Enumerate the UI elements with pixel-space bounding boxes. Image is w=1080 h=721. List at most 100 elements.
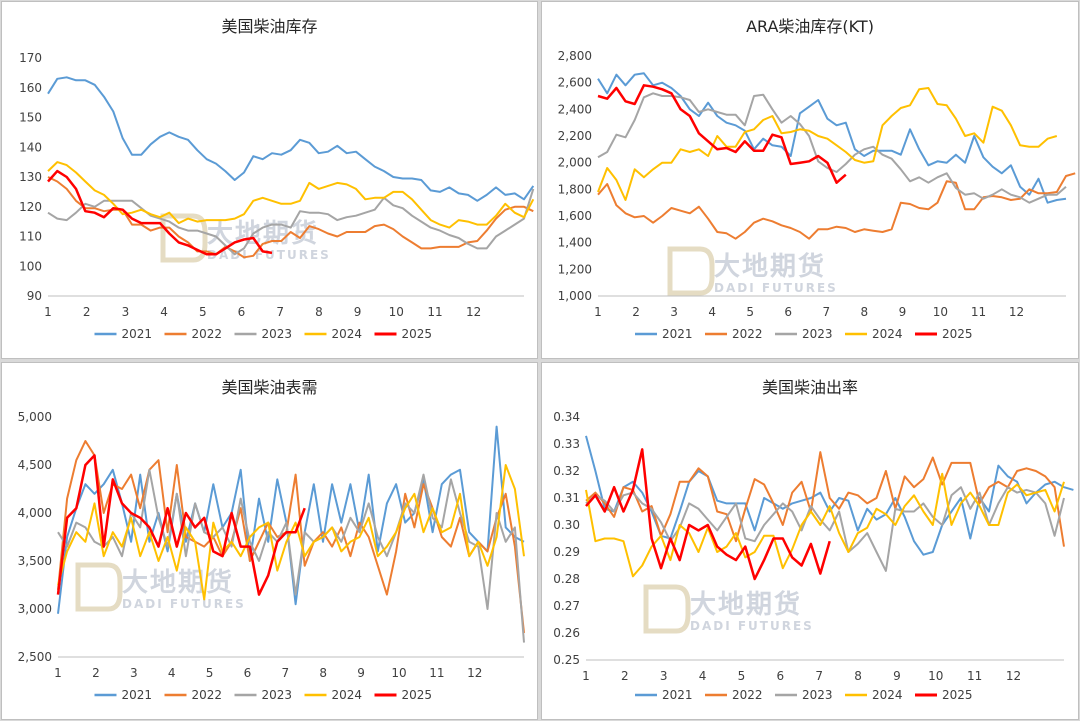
x-tick-label: 11 bbox=[429, 666, 444, 680]
y-tick-label: 0.25 bbox=[553, 653, 580, 667]
x-tick-label: 12 bbox=[466, 305, 481, 319]
x-tick-label: 4 bbox=[699, 669, 707, 683]
x-tick-label: 8 bbox=[319, 666, 327, 680]
series-line-2024 bbox=[585, 472, 1065, 578]
series-line-2025 bbox=[47, 169, 273, 256]
y-tick-label: 2,200 bbox=[558, 129, 592, 143]
watermark-logo-icon bbox=[643, 584, 691, 634]
y-tick-label: 0.29 bbox=[553, 545, 580, 559]
series-line-2021 bbox=[585, 435, 1074, 556]
x-tick-label: 1 bbox=[44, 305, 52, 319]
watermark-cn: 大地期货 bbox=[122, 567, 234, 598]
x-tick-label: 10 bbox=[389, 305, 404, 319]
series-line-2022 bbox=[597, 172, 1076, 240]
legend-label: 2023 bbox=[262, 688, 293, 702]
series-line-2021 bbox=[597, 72, 1067, 204]
watermark-logo-icon bbox=[75, 562, 123, 612]
y-tick-label: 4,500 bbox=[18, 458, 52, 472]
y-tick-label: 130 bbox=[19, 170, 42, 184]
y-tick-label: 3,000 bbox=[18, 602, 52, 616]
x-tick-label: 9 bbox=[354, 305, 362, 319]
x-tick-label: 11 bbox=[971, 305, 986, 319]
y-tick-label: 0.31 bbox=[553, 491, 580, 505]
y-tick-label: 2,000 bbox=[558, 156, 592, 170]
series-line-2022 bbox=[585, 451, 1065, 547]
series-line-2025 bbox=[56, 454, 306, 596]
y-tick-label: 0.26 bbox=[553, 626, 580, 640]
x-tick-label: 5 bbox=[738, 669, 746, 683]
x-tick-label: 7 bbox=[281, 666, 289, 680]
x-tick-label: 4 bbox=[168, 666, 176, 680]
legend-label: 2021 bbox=[122, 327, 153, 341]
watermark-en: DADI FUTURES bbox=[690, 619, 814, 633]
legend-label: 2022 bbox=[732, 688, 763, 702]
x-tick-label: 8 bbox=[315, 305, 323, 319]
x-tick-label: 5 bbox=[206, 666, 214, 680]
x-tick-label: 10 bbox=[928, 669, 943, 683]
x-tick-label: 4 bbox=[708, 305, 716, 319]
chart-panel-us-diesel-inventory: 美国柴油库存 大地期货 DADI FUTURES 90 100 110 120 130 140 1… bbox=[1, 1, 538, 359]
y-tick-label: 160 bbox=[19, 81, 42, 95]
watermark-cn: 大地期货 bbox=[690, 589, 802, 620]
y-tick-label: 1,400 bbox=[558, 236, 592, 250]
legend-label: 2024 bbox=[332, 688, 363, 702]
legend-label: 2022 bbox=[192, 327, 223, 341]
watermark-en: DADI FUTURES bbox=[207, 248, 331, 262]
x-tick-label: 5 bbox=[746, 305, 754, 319]
chart-panel-us-diesel-yield: 美国柴油出率 大地期货 DADI FUTURES 0.25 0.26 0.27 0.28 0.… bbox=[541, 362, 1079, 720]
x-tick-label: 1 bbox=[582, 669, 590, 683]
chart-title: ARA柴油库存(KT) bbox=[746, 17, 874, 36]
watermark-en: DADI FUTURES bbox=[122, 597, 246, 611]
x-tick-label: 2 bbox=[92, 666, 100, 680]
y-tick-label: 1,600 bbox=[558, 209, 592, 223]
y-tick-label: 100 bbox=[19, 259, 42, 273]
series-line-2025 bbox=[585, 448, 831, 581]
legend-label: 2024 bbox=[872, 688, 903, 702]
legend-label: 2022 bbox=[192, 688, 223, 702]
x-tick-label: 7 bbox=[815, 669, 823, 683]
x-tick-label: 2 bbox=[83, 305, 91, 319]
x-tick-label: 3 bbox=[670, 305, 678, 319]
series-line-2024 bbox=[47, 161, 535, 229]
x-tick-label: 9 bbox=[357, 666, 365, 680]
legend-label: 2023 bbox=[802, 688, 833, 702]
y-tick-label: 2,600 bbox=[558, 76, 592, 90]
x-tick-label: 1 bbox=[54, 666, 62, 680]
y-tick-label: 90 bbox=[27, 289, 42, 303]
series-line-2023 bbox=[57, 468, 525, 643]
x-tick-label: 6 bbox=[776, 669, 784, 683]
chart-title: 美国柴油库存 bbox=[221, 17, 317, 36]
watermark-logo-icon bbox=[667, 246, 715, 296]
x-tick-label: 5 bbox=[199, 305, 207, 319]
x-tick-label: 8 bbox=[854, 669, 862, 683]
legend-label: 2025 bbox=[942, 688, 973, 702]
legend-label: 2024 bbox=[872, 327, 903, 341]
chart-panel-ara-diesel-inventory: ARA柴油库存(KT) 大地期货 DADI FUTURES 1,000 1,200 1,4… bbox=[541, 1, 1079, 359]
y-tick-label: 0.28 bbox=[553, 572, 580, 586]
x-tick-label: 2 bbox=[621, 669, 629, 683]
y-tick-label: 0.27 bbox=[553, 599, 580, 613]
legend-label: 2024 bbox=[332, 327, 363, 341]
x-tick-label: 3 bbox=[122, 305, 130, 319]
x-tick-label: 11 bbox=[967, 669, 982, 683]
x-tick-label: 4 bbox=[160, 305, 168, 319]
legend-label: 2025 bbox=[942, 327, 973, 341]
chart-title: 美国柴油表需 bbox=[221, 378, 317, 397]
chart-panel-us-diesel-demand: 美国柴油表需 大地期货 DADI FUTURES 2,500 3,000 3,500 4,0… bbox=[1, 362, 538, 720]
y-tick-label: 110 bbox=[19, 230, 42, 244]
x-tick-label: 1 bbox=[594, 305, 602, 319]
legend-label: 2023 bbox=[802, 327, 833, 341]
legend-label: 2023 bbox=[262, 327, 293, 341]
y-tick-label: 1,800 bbox=[558, 182, 592, 196]
legend-label: 2025 bbox=[402, 327, 433, 341]
watermark-cn: 大地期货 bbox=[714, 251, 826, 282]
y-tick-label: 0.30 bbox=[553, 518, 580, 532]
series-line-2023 bbox=[47, 188, 535, 256]
y-tick-label: 2,500 bbox=[18, 650, 52, 664]
x-tick-label: 6 bbox=[244, 666, 252, 680]
watermark-en: DADI FUTURES bbox=[714, 281, 838, 295]
